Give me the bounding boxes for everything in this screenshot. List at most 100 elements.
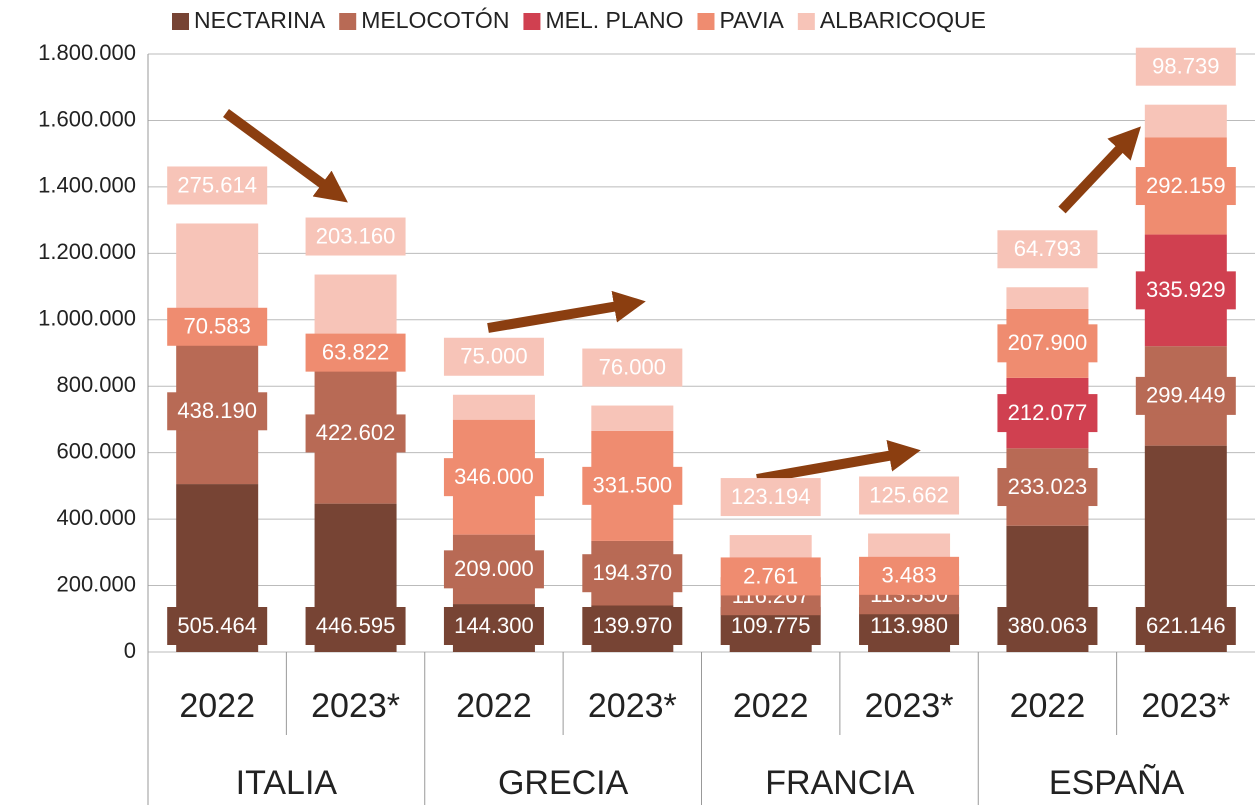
- y-tick-label: 800.000: [56, 372, 136, 397]
- data-label: 331.500: [593, 473, 673, 498]
- data-label: 505.464: [177, 613, 257, 638]
- data-label-box: [443, 550, 544, 589]
- y-tick-label: 1.400.000: [38, 173, 136, 198]
- bar-segment: [452, 394, 535, 420]
- data-label-box: [582, 554, 683, 593]
- data-label: 233.023: [1008, 474, 1088, 499]
- data-label-box: [443, 607, 544, 645]
- data-label: 209.000: [454, 556, 534, 581]
- data-label-box: [305, 607, 406, 645]
- arrow: [1058, 126, 1141, 214]
- data-label: 446.595: [316, 613, 396, 638]
- arrow: [756, 440, 921, 484]
- data-label-box: [167, 607, 268, 645]
- data-label-box: [305, 333, 406, 372]
- group-label: ITALIA: [236, 764, 338, 802]
- data-label-box: [997, 607, 1098, 645]
- legend-swatch: [697, 13, 715, 30]
- y-tick-label: 1.800.000: [38, 40, 136, 65]
- bar-segment: [1006, 287, 1089, 309]
- data-label: 98.739: [1152, 54, 1219, 79]
- data-label-box: [305, 414, 406, 453]
- data-label: 144.300: [454, 613, 534, 638]
- data-label-box: [582, 348, 683, 387]
- data-label: 212.077: [1008, 400, 1088, 425]
- y-tick-label: 600.000: [56, 438, 136, 463]
- data-label: 207.900: [1008, 330, 1088, 355]
- arrow: [487, 290, 646, 333]
- trend-arrows: [223, 108, 1141, 484]
- legend-label: MELOCOTÓN: [361, 7, 509, 33]
- data-label-box: [997, 230, 1098, 269]
- data-label: 335.929: [1146, 277, 1226, 302]
- data-label-box: [859, 476, 960, 515]
- bar-segment: [314, 274, 397, 343]
- data-label-box: [1135, 376, 1236, 415]
- x-tick-label: 2022: [1010, 687, 1086, 725]
- data-label: 380.063: [1008, 613, 1088, 638]
- bar-segment: [176, 223, 259, 316]
- data-label: 292.159: [1146, 173, 1226, 198]
- x-tick-label: 2022: [733, 687, 809, 725]
- x-tick-label: 2023*: [1141, 687, 1230, 725]
- legend-label: NECTARINA: [194, 7, 326, 33]
- data-label: 113.980: [870, 613, 948, 638]
- data-label: 76.000: [599, 354, 666, 379]
- legend-swatch: [339, 13, 357, 30]
- data-label-box: [1135, 271, 1236, 310]
- data-label-box: [720, 478, 821, 517]
- data-label-box: [582, 466, 683, 505]
- bar-segment: [1144, 104, 1227, 138]
- data-label-box: [997, 324, 1098, 363]
- data-label: 125.662: [869, 482, 949, 507]
- legend-swatch: [172, 13, 189, 30]
- data-label-box: [997, 468, 1098, 507]
- data-label-box: [443, 458, 544, 497]
- data-label-box: [443, 337, 544, 376]
- y-tick-label: 1.200.000: [38, 239, 136, 264]
- group-label: ESPAÑA: [1049, 764, 1185, 802]
- data-label: 299.449: [1146, 383, 1226, 408]
- data-label: 422.602: [316, 420, 396, 445]
- x-tick-label: 2022: [179, 687, 255, 725]
- data-label: 2.761: [743, 563, 798, 588]
- data-label: 70.583: [184, 314, 251, 339]
- data-label: 275.614: [177, 172, 257, 197]
- data-label: 346.000: [454, 464, 534, 489]
- data-label-box: [167, 307, 268, 346]
- arrow: [223, 108, 348, 203]
- x-tick-label: 2022: [456, 687, 532, 725]
- x-tick-label: 2023*: [311, 687, 400, 725]
- data-label-box: [859, 556, 960, 595]
- data-label-box: [1135, 47, 1236, 86]
- y-tick-label: 200.000: [56, 571, 136, 596]
- data-label: 203.160: [316, 223, 396, 248]
- data-label-box: [167, 166, 268, 205]
- y-tick-label: 1.000.000: [38, 306, 136, 331]
- data-label: 63.822: [322, 339, 389, 364]
- data-label-box: [720, 557, 821, 596]
- data-label: 64.793: [1014, 236, 1081, 261]
- legend-label: MEL. PLANO: [545, 7, 683, 33]
- data-label: 438.190: [177, 398, 257, 423]
- y-tick-label: 0: [124, 638, 136, 663]
- data-label: 75.000: [460, 344, 527, 369]
- x-tick-label: 2023*: [865, 687, 954, 725]
- data-label-box: [582, 607, 683, 645]
- data-label: 621.146: [1146, 613, 1226, 638]
- x-tick-label: 2023*: [588, 687, 677, 725]
- legend-label: PAVIA: [719, 7, 784, 33]
- legend-label: ALBARICOQUE: [820, 7, 986, 33]
- legend-swatch: [523, 13, 541, 30]
- data-label: 109.775: [731, 613, 811, 638]
- data-label: 194.370: [593, 560, 673, 585]
- group-label: FRANCIA: [765, 764, 915, 802]
- data-label-box: [1135, 167, 1236, 206]
- group-label: GRECIA: [498, 764, 629, 802]
- data-label-box: [1135, 607, 1236, 645]
- y-tick-label: 1.600.000: [38, 106, 136, 131]
- data-label-box: [167, 392, 268, 431]
- y-tick-label: 400.000: [56, 505, 136, 530]
- data-label-box: [997, 394, 1098, 433]
